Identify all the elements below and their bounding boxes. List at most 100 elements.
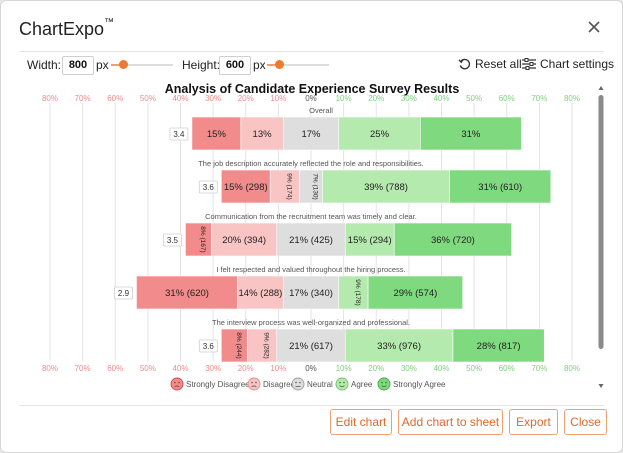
add-chart-to-sheet-button[interactable]: Add chart to sheet — [398, 409, 503, 435]
bottom-tick-label: 20% — [238, 364, 254, 373]
legend-label: Strongly Agree — [393, 380, 446, 389]
legend-face-eye — [385, 381, 387, 384]
edit-chart-button[interactable]: Edit chart — [330, 409, 392, 435]
bar-segment — [282, 116, 340, 151]
bar-segment — [282, 275, 340, 310]
width-slider-thumb[interactable] — [118, 60, 128, 69]
data-label: 17% — [301, 129, 321, 140]
top-tick-label: 50% — [140, 94, 156, 103]
height-slider-thumb[interactable] — [274, 60, 284, 69]
legend-face-icon — [335, 377, 349, 391]
dialog-title: ChartExpo™ — [19, 17, 115, 39]
score-box — [169, 127, 189, 141]
chart-settings-button[interactable]: Chart settings — [522, 57, 614, 71]
data-label: 9% (174) — [285, 173, 292, 199]
bottom-tick-label: 30% — [401, 364, 417, 373]
score-box — [162, 233, 182, 247]
bottom-tick-label: 40% — [433, 364, 449, 373]
top-tick-label: 70% — [75, 94, 91, 103]
reset-all-button[interactable]: Reset all — [458, 57, 522, 71]
data-label: 8% (167) — [199, 226, 206, 252]
data-label: 15% (298) — [224, 182, 268, 193]
chart-settings-label: Chart settings — [540, 57, 615, 71]
bar-segment — [276, 222, 346, 257]
top-tick-label: 70% — [531, 94, 547, 103]
legend-label: Agree — [351, 380, 373, 389]
bar-segment — [240, 116, 284, 151]
data-label: 14% (288) — [239, 288, 283, 299]
data-label: 20% (394) — [222, 235, 266, 246]
bottom-tick-label: 80% — [564, 364, 580, 373]
bottom-tick-label: 10% — [336, 364, 352, 373]
bar-segment — [338, 275, 369, 310]
bar-segment — [344, 222, 395, 257]
chart-scrollbar[interactable] — [598, 85, 604, 389]
bar-segment — [419, 116, 522, 151]
bar-segment — [393, 222, 512, 257]
bottom-tick-label: 60% — [499, 364, 515, 373]
data-label: 15% — [207, 129, 227, 140]
bar-segment — [191, 116, 242, 151]
close-button[interactable]: Close — [564, 409, 607, 435]
bar-segment — [449, 169, 552, 204]
chart-title: Analysis of Candidate Experience Survey … — [165, 83, 460, 96]
legend-face-icon — [247, 377, 261, 391]
top-tick-label: 40% — [172, 94, 188, 103]
score-box — [198, 339, 218, 353]
height-input[interactable]: 600 — [219, 56, 251, 75]
row-label: Overall — [309, 106, 333, 115]
bottom-tick-label: 70% — [75, 364, 91, 373]
bottom-tick-label: 40% — [172, 364, 188, 373]
height-slider[interactable] — [267, 64, 329, 66]
close-icon[interactable] — [587, 20, 601, 34]
height-slider-fill — [267, 64, 280, 66]
reset-all-label: Reset all — [475, 57, 522, 71]
bottom-tick-label: 60% — [107, 364, 123, 373]
width-slider-fill — [111, 64, 124, 66]
bar-segment — [269, 169, 300, 204]
width-label: Width: — [27, 58, 62, 72]
bar-segment — [220, 169, 271, 204]
legend-face-eye — [178, 381, 180, 384]
legend-face-mouth — [174, 385, 180, 388]
scroll-thumb — [598, 95, 604, 349]
bar-segment — [220, 328, 248, 363]
legend-label: Neutral — [307, 380, 333, 389]
data-label: 31% — [461, 129, 481, 140]
legend-face-eye — [251, 381, 253, 384]
data-label: 36% (720) — [431, 235, 475, 246]
height-unit: px — [253, 58, 266, 72]
data-label: 28% (817) — [477, 341, 521, 352]
legend-face-eye — [295, 381, 297, 384]
top-tick-label: 10% — [336, 94, 352, 103]
bottom-tick-label: 20% — [368, 364, 384, 373]
data-label: 39% (788) — [364, 182, 408, 193]
top-tick-label: 10% — [270, 94, 286, 103]
top-tick-label: 60% — [107, 94, 123, 103]
bottom-tick-label: 30% — [205, 364, 221, 373]
trademark-mark: ™ — [104, 17, 115, 28]
top-tick-label: 80% — [42, 94, 58, 103]
scroll-down-icon — [598, 384, 604, 388]
data-label: 7% (130) — [312, 173, 319, 199]
reset-icon — [458, 58, 471, 69]
bottom-tick-label: 0% — [305, 364, 317, 373]
row-label: The job description accurately reflected… — [198, 159, 424, 168]
chart-area: Analysis of Candidate Experience Survey … — [19, 83, 604, 393]
mean-score: 3.6 — [203, 342, 215, 351]
data-label: 17% (340) — [289, 288, 333, 299]
top-tick-label: 80% — [564, 94, 580, 103]
legend-face-eye — [339, 381, 341, 384]
mean-score: 2.9 — [118, 289, 130, 298]
bar-segment — [185, 222, 212, 257]
data-label: 21% (425) — [289, 235, 333, 246]
bar-segment — [211, 222, 278, 257]
width-input[interactable]: 800 — [62, 56, 94, 75]
bottom-tick-label: 70% — [531, 364, 547, 373]
width-slider[interactable] — [111, 64, 173, 66]
mean-score: 3.6 — [203, 183, 215, 192]
export-button[interactable]: Export — [509, 409, 558, 435]
legend-face-icon — [377, 377, 391, 391]
legend-label: Disagree — [263, 380, 296, 389]
bottom-tick-label: 10% — [270, 364, 286, 373]
